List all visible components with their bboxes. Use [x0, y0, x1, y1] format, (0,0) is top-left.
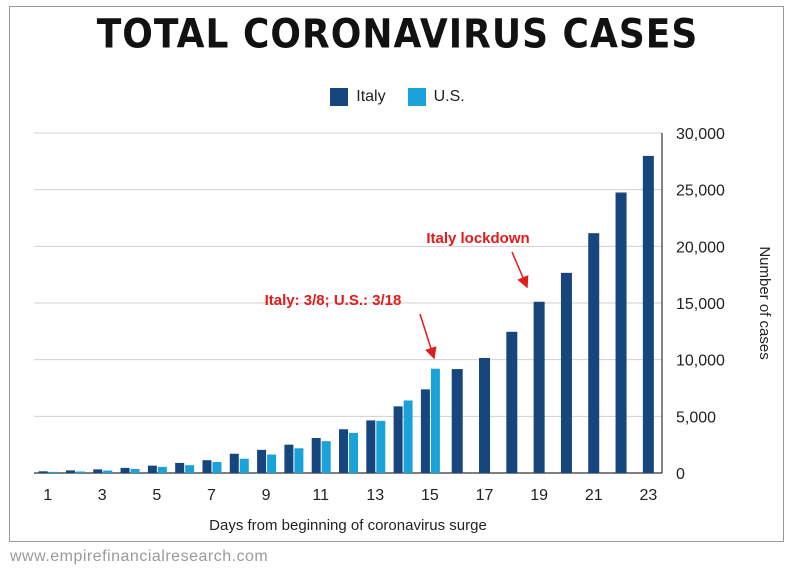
bar-italy — [366, 420, 376, 473]
x-tick-label: 19 — [530, 487, 548, 504]
bar-italy — [588, 233, 600, 473]
annotation-arrow-dates — [419, 313, 437, 360]
y-tick-label: 25,000 — [676, 183, 725, 200]
bar-italy — [339, 429, 348, 473]
legend-swatch-italy — [330, 88, 349, 106]
x-tick-label: 11 — [312, 487, 329, 504]
bar-italy — [533, 301, 545, 473]
bar-italy — [420, 389, 430, 473]
x-tick-label: 21 — [585, 487, 603, 504]
chart-legend: Italy U.S. — [0, 88, 795, 106]
legend-label-us: U.S. — [433, 88, 465, 105]
footer-url: www.empirefinancialresearch.com — [10, 548, 269, 565]
bar-italy — [175, 462, 185, 473]
y-tick-label: 0 — [676, 466, 685, 483]
bar-us — [349, 432, 358, 473]
x-tick-label: 5 — [152, 487, 161, 504]
bar-italy — [451, 369, 463, 473]
bar-us — [103, 470, 113, 473]
bar-italy — [38, 471, 48, 473]
bar-us — [267, 454, 277, 473]
annotation-dates: Italy: 3/8; U.S.: 3/18 — [265, 292, 402, 309]
bar-us — [430, 368, 440, 473]
bar-italy — [642, 155, 654, 474]
x-tick-label: 1 — [43, 487, 52, 504]
annotation-italy-lockdown: Italy lockdown — [426, 230, 529, 247]
y-tick-label: 20,000 — [676, 239, 725, 256]
bar-us — [239, 458, 249, 473]
bar-italy — [93, 469, 103, 473]
bar-italy — [120, 467, 130, 473]
bar-italy — [257, 449, 267, 473]
bar-us — [403, 400, 413, 473]
bar-italy — [311, 437, 321, 473]
bar-us — [48, 471, 58, 473]
y-axis-title: Number of cases — [756, 246, 773, 359]
y-tick-label: 5,000 — [676, 409, 716, 426]
bar-us — [321, 441, 331, 473]
annotation-arrow-lockdown — [511, 251, 529, 289]
bar-italy — [560, 272, 572, 473]
x-tick-label: 13 — [366, 487, 384, 504]
legend-swatch-us — [407, 88, 426, 106]
x-tick-label: 7 — [207, 487, 216, 504]
bar-us — [212, 462, 222, 473]
bar-italy — [479, 357, 491, 473]
bar-us — [130, 468, 140, 473]
bar-us — [157, 466, 167, 473]
bar-italy — [393, 406, 403, 473]
chart-title: TOTAL CORONAVIRUS CASES — [96, 11, 699, 58]
x-tick-label: 3 — [98, 487, 107, 504]
y-tick-label: 15,000 — [676, 296, 725, 313]
legend-label-italy: Italy — [356, 88, 386, 105]
bar-us — [75, 471, 85, 473]
y-tick-label: 30,000 — [676, 126, 725, 143]
x-tick-label: 9 — [262, 487, 271, 504]
bar-italy — [147, 465, 157, 473]
x-tick-label: 23 — [639, 487, 657, 504]
bar-us — [185, 465, 195, 473]
y-tick-label: 10,000 — [676, 353, 725, 370]
bar-italy — [615, 192, 627, 473]
legend-item-italy: Italy — [330, 88, 386, 106]
legend-item-us: U.S. — [407, 88, 465, 106]
bar-us — [376, 420, 386, 473]
bar-us — [294, 448, 304, 473]
x-tick-label: 17 — [476, 487, 494, 504]
x-axis-title: Days from beginning of coronavirus surge — [209, 517, 487, 534]
bar-italy — [202, 460, 212, 473]
bar-italy — [65, 470, 75, 473]
bar-italy — [284, 444, 294, 473]
x-tick-label: 15 — [421, 487, 439, 504]
bar-italy — [229, 453, 239, 473]
bar-italy — [506, 331, 518, 473]
